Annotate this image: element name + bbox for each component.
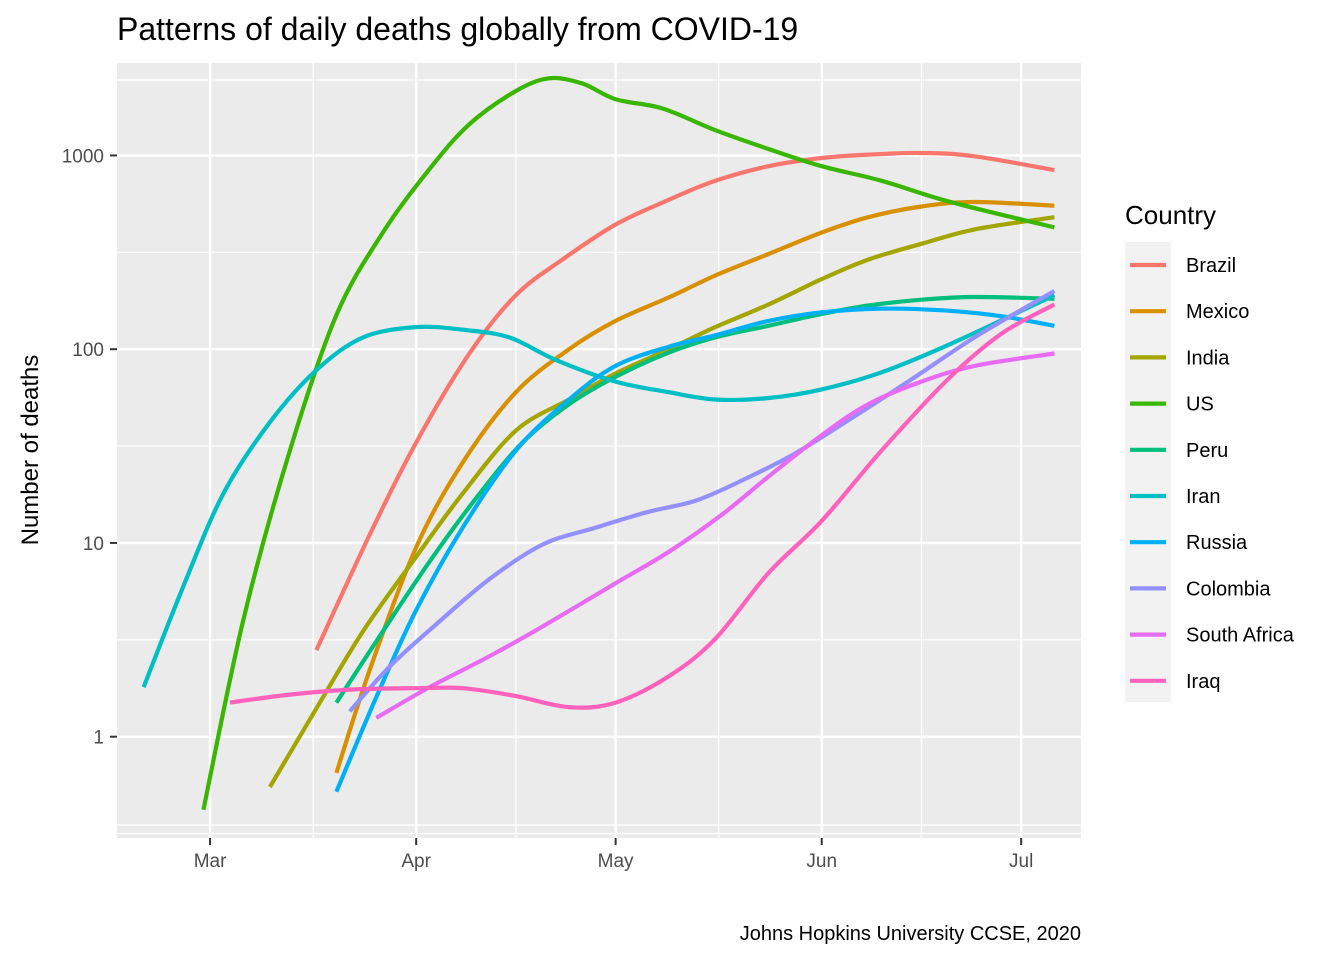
legend-label-us: US: [1186, 394, 1214, 416]
chart-title: Patterns of daily deaths globally from C…: [117, 11, 798, 47]
x-tick-label: May: [598, 851, 634, 872]
legend-label-colombia: Colombia: [1186, 578, 1271, 600]
grid-major: [117, 63, 1081, 838]
legend-items: Brazil Mexico India US Peru Iran Russia Colombi…: [1130, 255, 1295, 693]
series-line-iran: [141, 293, 1056, 688]
legend-label-iraq: Iraq: [1186, 671, 1220, 693]
legend-label-brazil: Brazil: [1186, 255, 1236, 277]
series-line-mexico: [334, 199, 1055, 774]
x-tick-label: Apr: [401, 851, 431, 872]
legend-label-iran: Iran: [1186, 486, 1220, 508]
series-line-south-africa: [375, 351, 1055, 720]
series-line-iraq: [229, 302, 1056, 710]
series-line-us: [201, 75, 1055, 811]
y-axis: 1 10 100 1000: [62, 146, 117, 749]
legend-title: Country: [1125, 200, 1216, 230]
series-line-russia: [334, 306, 1055, 793]
x-tick-label: Jul: [1009, 851, 1033, 872]
legend-key-background: [1125, 242, 1171, 702]
x-tick-label: Jun: [806, 851, 837, 872]
series-line-india: [268, 215, 1055, 789]
legend-label-south-africa: South Africa: [1186, 625, 1295, 647]
series-line-brazil: [314, 150, 1055, 651]
grid-minor: [117, 63, 1081, 838]
plot-panel: [117, 63, 1081, 838]
legend-label-russia: Russia: [1186, 532, 1248, 554]
series-line-peru: [334, 294, 1055, 704]
series-lines: [141, 75, 1056, 811]
legend-label-mexico: Mexico: [1186, 301, 1249, 323]
series-line-colombia: [348, 289, 1056, 713]
legend-label-peru: Peru: [1186, 440, 1228, 462]
legend-label-india: India: [1186, 347, 1230, 369]
y-axis-title: Number of deaths: [17, 355, 44, 546]
y-tick-label: 10: [83, 534, 104, 555]
legend: Country Brazil Mexico India US Peru Iran Russi…: [1125, 200, 1295, 702]
y-tick-label: 1000: [62, 146, 104, 167]
x-tick-label: Mar: [194, 851, 227, 872]
y-tick-label: 100: [72, 340, 104, 361]
chart-caption: Johns Hopkins University CCSE, 2020: [740, 923, 1081, 945]
y-tick-label: 1: [93, 728, 104, 749]
x-axis: Mar Apr May Jun Jul: [194, 838, 1033, 872]
